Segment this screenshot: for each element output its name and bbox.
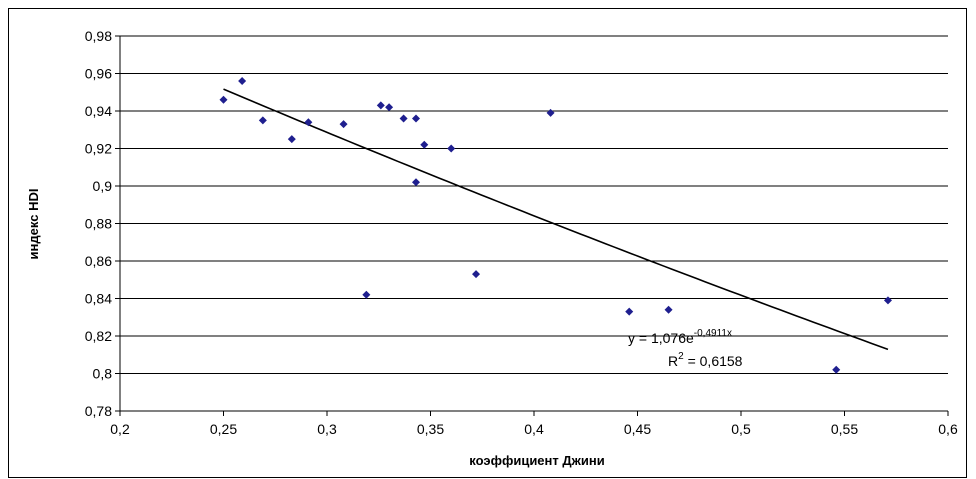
r-squared-symbol: R	[668, 353, 678, 369]
data-point	[664, 305, 673, 314]
y-tick-label: 0,86	[85, 253, 112, 269]
r-squared-value: = 0,6158	[684, 353, 743, 369]
x-tick-label: 0,55	[831, 421, 858, 437]
trendline-equation: y = 1,076e-0,4911x	[628, 328, 732, 346]
x-tick-label: 0,4	[524, 421, 544, 437]
x-tick-label: 0,25	[210, 421, 237, 437]
y-tick-label: 0,88	[85, 216, 112, 232]
x-axis-title: коэффициент Джини	[469, 453, 604, 468]
equation-main: y = 1,076e	[628, 330, 694, 346]
data-point	[412, 178, 421, 187]
tick-labels: 0,78 0,8 0,82 0,84 0,86 0,88 0,9 0,92 0,94 0,96 0,…	[85, 28, 958, 437]
data-point	[287, 135, 296, 144]
y-tick-label: 0,82	[85, 328, 112, 344]
data-point	[219, 95, 228, 104]
y-tick-label: 0,98	[85, 28, 112, 44]
data-point	[625, 307, 634, 316]
x-tick-label: 0,45	[624, 421, 651, 437]
axes	[115, 35, 949, 416]
y-tick-label: 0,78	[85, 403, 112, 419]
data-point	[362, 290, 371, 299]
y-tick-label: 0,8	[93, 366, 113, 382]
y-tick-label: 0,9	[93, 178, 113, 194]
y-tick-label: 0,84	[85, 291, 112, 307]
data-point	[546, 108, 555, 117]
y-tick-label: 0,92	[85, 141, 112, 157]
y-tick-label: 0,96	[85, 66, 112, 82]
x-tick-label: 0,3	[317, 421, 337, 437]
grid-lines	[120, 35, 948, 412]
trendline-curve	[223, 88, 889, 351]
data-point	[832, 365, 841, 374]
x-tick-label: 0,6	[938, 421, 958, 437]
data-point	[258, 116, 267, 125]
data-point	[420, 140, 429, 149]
data-point	[385, 103, 394, 112]
r-squared-exponent: 2	[678, 351, 684, 362]
data-point	[376, 101, 385, 110]
data-point	[339, 120, 348, 129]
r-squared: R2 = 0,6158	[668, 351, 743, 369]
data-point	[472, 270, 481, 279]
y-axis-title: индекс HDI	[26, 189, 41, 260]
data-point	[412, 114, 421, 123]
equation-exponent: -0,4911x	[694, 328, 732, 339]
data-point	[399, 114, 408, 123]
y-tick-label: 0,94	[85, 103, 112, 119]
data-point	[883, 296, 892, 305]
chart-frame	[8, 8, 967, 478]
data-points	[219, 77, 892, 374]
x-tick-label: 0,2	[110, 421, 130, 437]
data-point	[447, 144, 456, 153]
x-tick-label: 0,5	[731, 421, 751, 437]
trendline	[223, 88, 889, 351]
data-point	[238, 77, 247, 85]
data-point	[304, 118, 313, 127]
x-tick-label: 0,35	[417, 421, 444, 437]
